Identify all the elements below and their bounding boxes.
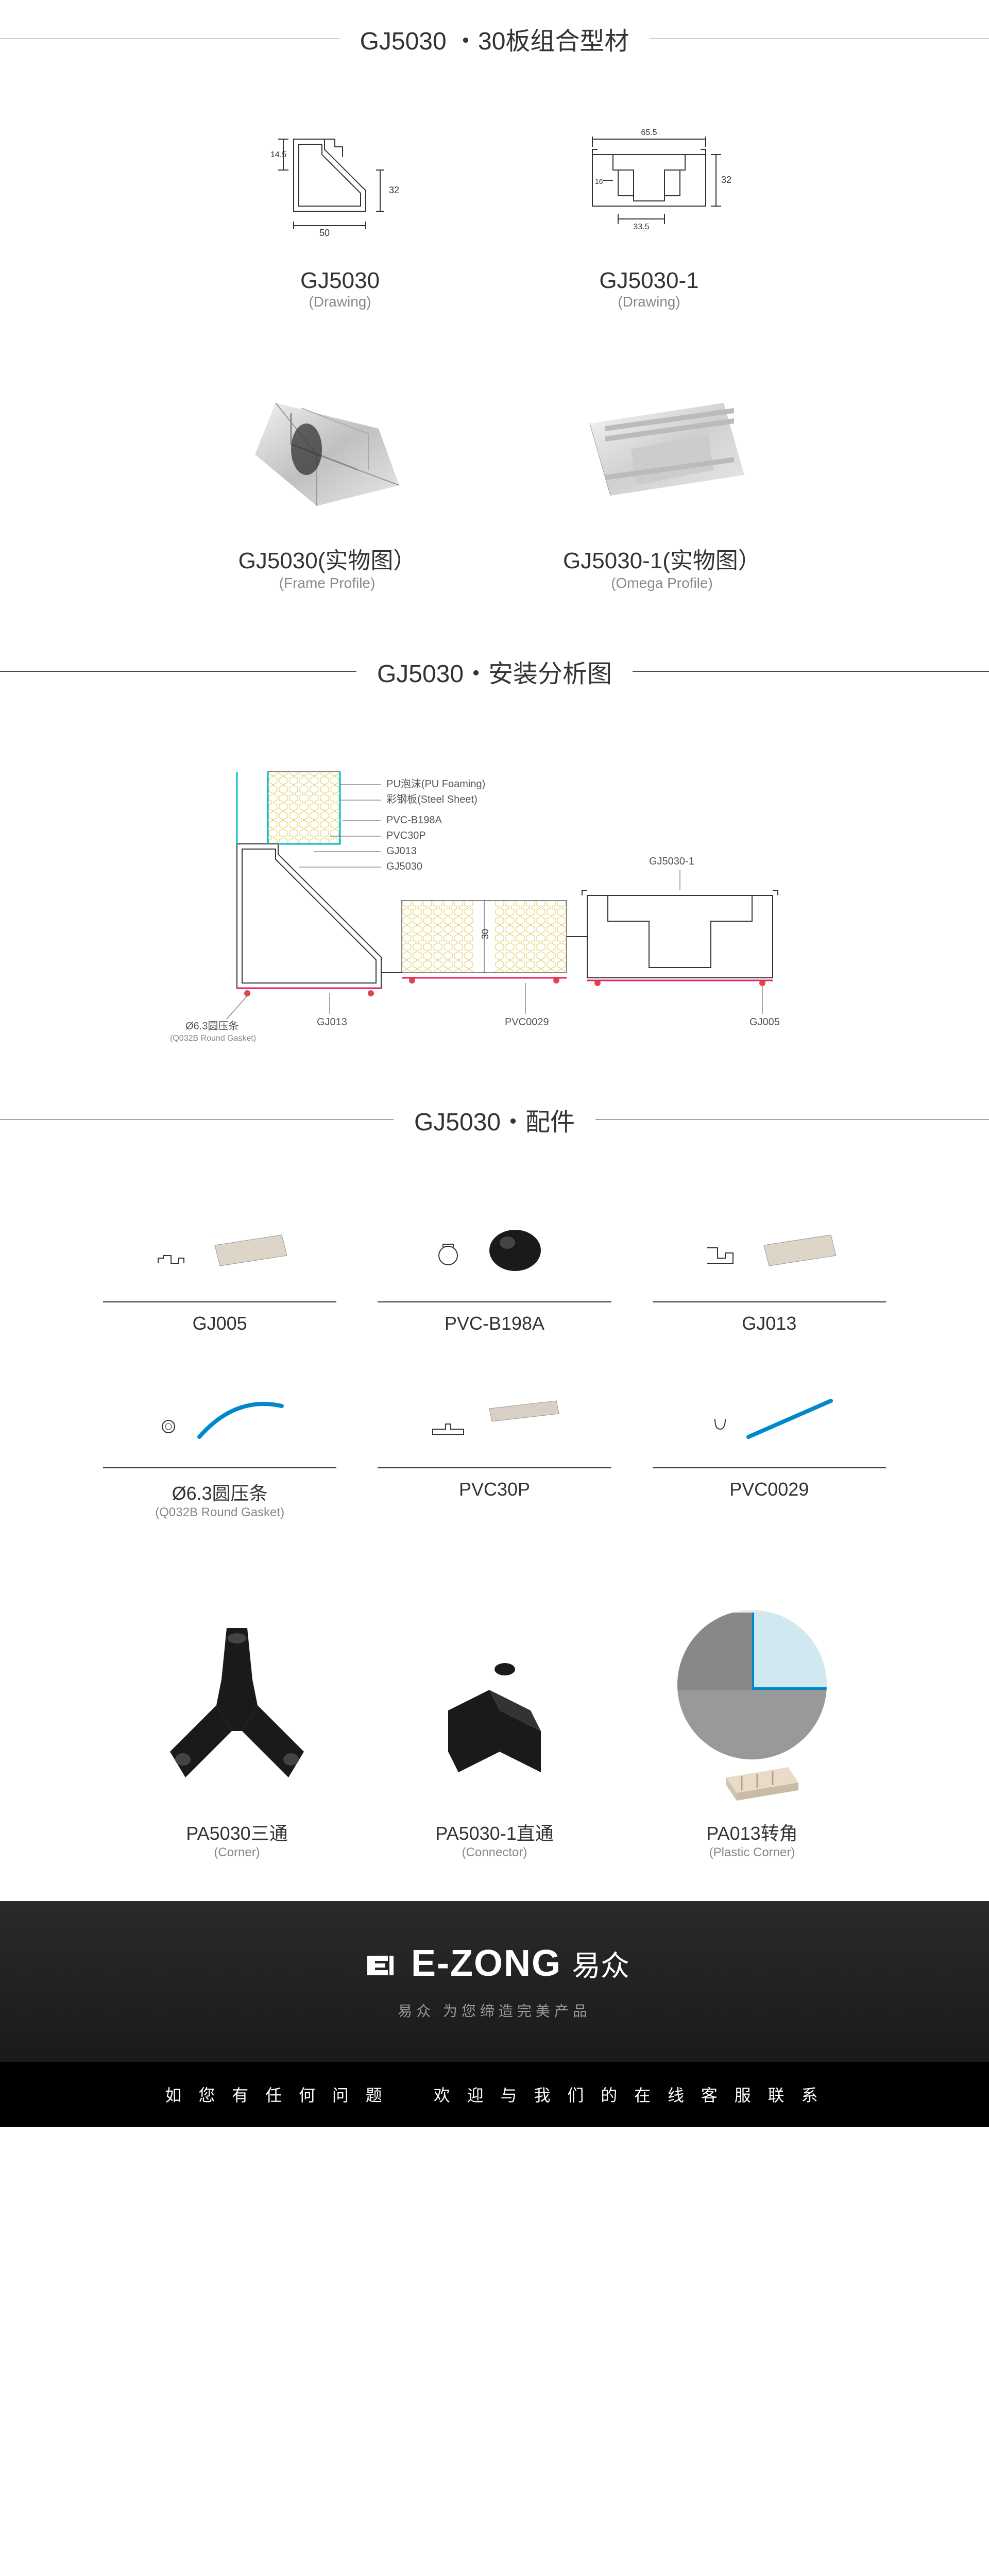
photo-item: GJ5030-1(实物图） (Omega Profile)	[546, 372, 778, 591]
connector-sublabel: (Connector)	[391, 1845, 598, 1860]
svg-text:PVC0029: PVC0029	[505, 1016, 549, 1028]
svg-text:PVC30P: PVC30P	[386, 830, 426, 841]
section-title: GJ5030・配件	[394, 1101, 595, 1138]
footer-logo: E-ZONG 易众	[0, 1942, 989, 1985]
accessory-item: PVC0029	[653, 1365, 886, 1520]
svg-text:GJ013: GJ013	[317, 1016, 347, 1028]
svg-text:32: 32	[721, 175, 731, 185]
accessory-sublabel: (Q032B Round Gasket)	[103, 1505, 336, 1520]
section-header-profile: GJ5030 ・30板组合型材	[0, 0, 989, 77]
svg-text:33.5: 33.5	[633, 223, 649, 231]
connectors-row: PA5030三通 (Corner) PA5030-1直通 (Connector)	[0, 1561, 989, 1901]
accessory-image	[653, 1365, 886, 1468]
accessory-item: GJ005	[103, 1199, 336, 1334]
connector-label: PA013转角	[649, 1819, 855, 1845]
accessory-item: PVC-B198A	[378, 1199, 611, 1334]
accessory-label: PVC-B198A	[378, 1313, 611, 1334]
accessories-grid: GJ005 PVC-B198A GJ013	[0, 1158, 989, 1561]
photo-label: GJ5030(实物图）	[211, 542, 443, 575]
photo-item: GJ5030(实物图） (Frame Profile)	[211, 372, 443, 591]
photo-sublabel: (Omega Profile)	[546, 575, 778, 591]
svg-text:65.5: 65.5	[641, 128, 657, 137]
accessory-label: Ø6.3圆压条	[103, 1479, 336, 1505]
connector-image	[391, 1602, 598, 1808]
connector-sublabel: (Corner)	[134, 1845, 340, 1860]
analysis-diagram: 30 PU泡沫(PU Foaming) 彩钢板(Steel Sheet) PVC…	[134, 741, 855, 1050]
connector-item: PA5030三通 (Corner)	[134, 1602, 340, 1860]
bottom-bar: 如 您 有 任 何 问 题 欢 迎 与 我 们 的 在 线 客 服 联 系	[0, 2062, 989, 2127]
svg-text:14.5: 14.5	[270, 150, 286, 159]
accessory-image	[378, 1365, 611, 1468]
svg-text:50: 50	[319, 228, 330, 238]
connector-image	[649, 1602, 855, 1808]
photo-label: GJ5030-1(实物图）	[546, 542, 778, 575]
section-header-accessories: GJ5030・配件	[0, 1081, 989, 1158]
accessory-image	[103, 1365, 336, 1468]
svg-text:GJ5030-1: GJ5030-1	[649, 856, 694, 867]
connector-label: PA5030三通	[134, 1819, 340, 1845]
label-pufoam: PU泡沫(PU Foaming)	[386, 778, 485, 790]
svg-text:PVC-B198A: PVC-B198A	[386, 815, 442, 826]
accessory-label: PVC0029	[653, 1479, 886, 1500]
connector-label: PA5030-1直通	[391, 1819, 598, 1845]
divider-line	[0, 671, 356, 672]
footer: E-ZONG 易众 易众 为您缔造完美产品	[0, 1901, 989, 2062]
photo-image	[211, 372, 443, 527]
connector-item: PA013转角 (Plastic Corner)	[649, 1602, 855, 1860]
accessory-image	[103, 1199, 336, 1302]
photos-row: GJ5030(实物图） (Frame Profile)	[0, 341, 989, 633]
drawing-label: GJ5030	[237, 268, 443, 294]
accessory-label: GJ013	[653, 1313, 886, 1334]
accessory-item: PVC30P	[378, 1365, 611, 1520]
drawings-row: 14.5 50 32 GJ5030 (Drawing)	[0, 77, 989, 341]
drawing-diagram: 14.5 50 32	[237, 108, 443, 252]
drawing-label: GJ5030-1	[546, 268, 752, 294]
divider-line	[633, 671, 989, 672]
connector-item: PA5030-1直通 (Connector)	[391, 1602, 598, 1860]
svg-text:32: 32	[389, 185, 399, 195]
svg-text:GJ005: GJ005	[749, 1016, 780, 1028]
drawing-item: 65.5 16 33.5 32 GJ5030-1 (Drawing)	[546, 108, 752, 310]
accessory-label: PVC30P	[378, 1479, 611, 1500]
svg-text:GJ013: GJ013	[386, 845, 417, 857]
connector-image	[134, 1602, 340, 1808]
drawing-sublabel: (Drawing)	[237, 294, 443, 310]
svg-text:16: 16	[595, 177, 603, 185]
footer-slogan: 易众 为您缔造完美产品	[0, 2000, 989, 2021]
svg-text:30: 30	[480, 929, 490, 939]
accessory-image	[378, 1199, 611, 1302]
photo-image	[546, 372, 778, 527]
footer-logo-cn: 易众	[572, 1943, 629, 1985]
drawing-item: 14.5 50 32 GJ5030 (Drawing)	[237, 108, 443, 310]
logo-icon	[360, 1943, 401, 1984]
drawing-sublabel: (Drawing)	[546, 294, 752, 310]
accessory-label: GJ005	[103, 1313, 336, 1334]
footer-logo-en: E-ZONG	[411, 1942, 561, 1985]
photo-sublabel: (Frame Profile)	[211, 575, 443, 591]
svg-text:GJ5030: GJ5030	[386, 861, 422, 872]
connector-sublabel: (Plastic Corner)	[649, 1845, 855, 1860]
svg-text:彩钢板(Steel Sheet): 彩钢板(Steel Sheet)	[386, 793, 478, 805]
svg-text:(Q032B Round Gasket): (Q032B Round Gasket)	[170, 1034, 256, 1043]
section-title: GJ5030 ・30板组合型材	[339, 21, 650, 57]
accessory-item: Ø6.3圆压条 (Q032B Round Gasket)	[103, 1365, 336, 1520]
drawing-diagram: 65.5 16 33.5 32	[546, 108, 752, 252]
accessory-image	[653, 1199, 886, 1302]
bottom-bar-text: 如 您 有 任 何 问 题 欢 迎 与 我 们 的 在 线 客 服 联 系	[0, 2082, 989, 2106]
section-title: GJ5030・安装分析图	[356, 653, 633, 689]
section-header-analysis: GJ5030・安装分析图	[0, 633, 989, 710]
svg-text:Ø6.3圆压条: Ø6.3圆压条	[185, 1020, 238, 1032]
accessory-item: GJ013	[653, 1199, 886, 1334]
